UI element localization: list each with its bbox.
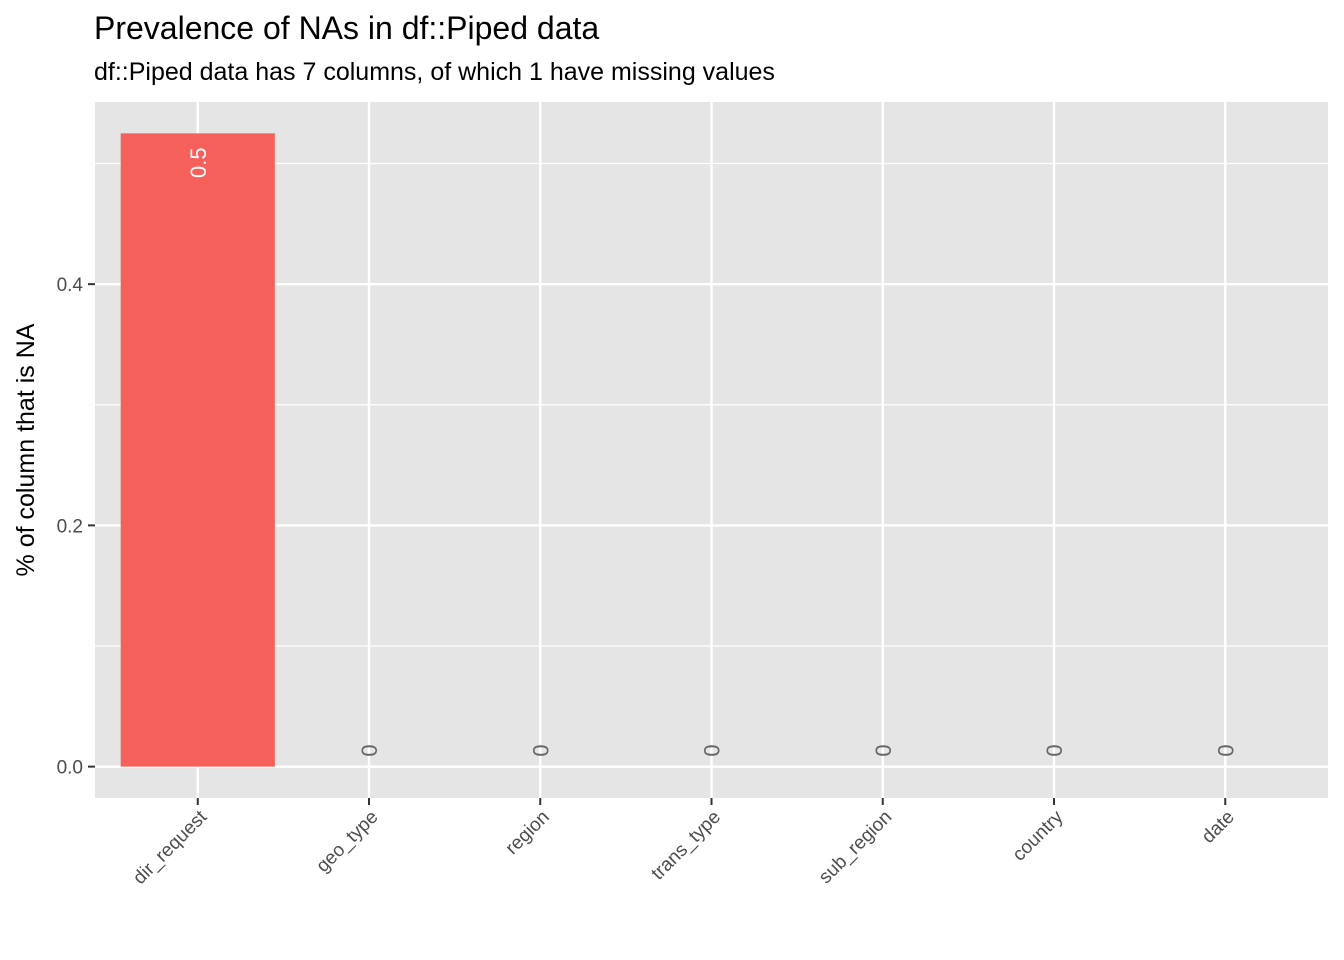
x-tick-label: sub_region [815,807,896,888]
data-label: 0 [1042,744,1067,756]
chart-subtitle: df::Piped data has 7 columns, of which 1… [94,58,775,86]
y-axis: 0.0 0.2 0.4 [57,275,95,779]
bar-dir_request [120,133,275,767]
x-tick-label: date [1198,807,1239,848]
x-tick-label: region [502,807,554,859]
bars [120,133,275,767]
y-axis-title: % of column that is NA [12,323,40,576]
x-tick-label: country [1009,806,1068,865]
y-tick-label: 0.4 [57,275,84,296]
chart-title: Prevalence of NAs in df::Piped data [94,10,600,46]
x-tick-label: trans_type [647,807,725,885]
data-labels: 0.5 0 0 0 0 0 0 [186,147,1239,756]
x-axis: dir_request geo_type region trans_type sub_r… [129,798,1239,889]
y-tick-label: 0.2 [57,516,83,537]
data-label: 0 [700,744,725,756]
y-tick-label: 0.0 [57,758,83,779]
data-label: 0 [528,744,553,756]
data-label: 0 [871,744,896,756]
gridlines [95,102,1328,798]
data-label: 0.5 [186,147,211,178]
data-label: 0 [1213,744,1238,756]
data-label: 0 [357,744,382,756]
x-tick-label: dir_request [129,806,212,889]
x-tick-label: geo_type [312,807,382,877]
